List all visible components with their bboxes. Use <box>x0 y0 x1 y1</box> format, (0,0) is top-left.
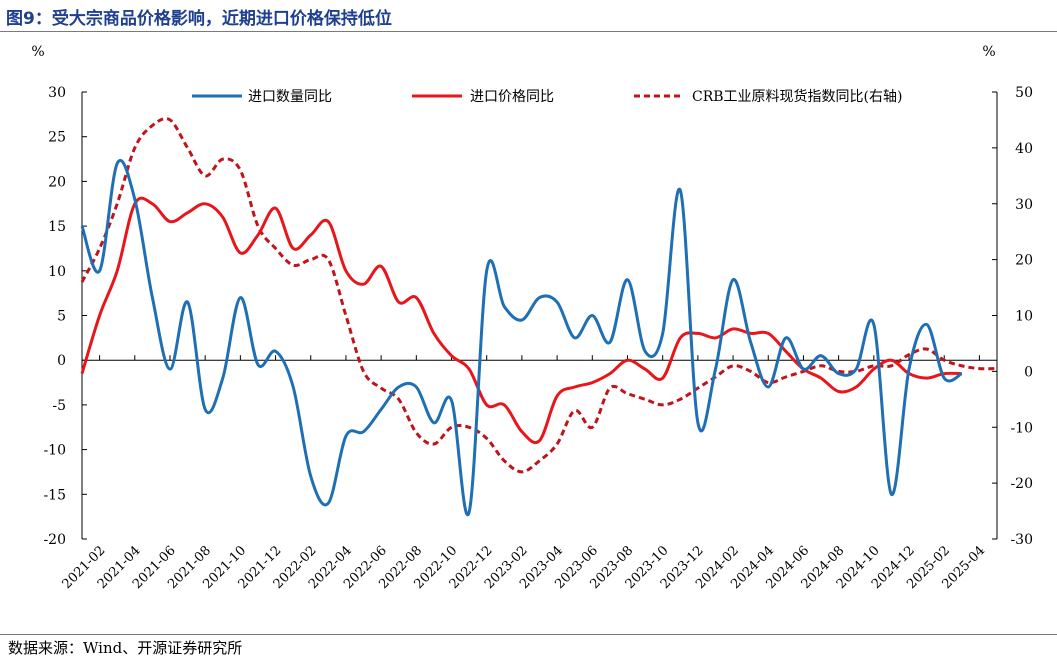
y-left-tick-label: 25 <box>48 130 66 146</box>
y-left-tick-label: -10 <box>43 443 66 459</box>
y-left-tick-label: 0 <box>57 353 66 369</box>
y-left-tick-label: 20 <box>48 174 66 190</box>
chart-canvas: % % -20 -15 -10 -5 0 5 10 15 20 25 30 -30 -20 -10 0 10 20 3… <box>31 44 1033 592</box>
source-note: 数据来源：Wind、开源证券研究所 <box>8 639 243 657</box>
y-left-tick-label: 5 <box>57 309 66 325</box>
chart-title: 图9：受大宗商品价格影响，近期进口价格保持低位 <box>6 9 392 29</box>
y-left-tick-label: -20 <box>43 532 66 548</box>
legend-label-3: CRB工业原料现货指数同比(右轴) <box>692 88 902 105</box>
y-right-tick-label: 0 <box>1024 364 1033 380</box>
y-right-tick-label: 30 <box>1015 197 1033 213</box>
series-line-3 <box>80 117 998 474</box>
source-rule <box>0 634 1057 635</box>
y-right-tick-label: 50 <box>1015 85 1033 101</box>
y-right-tick-label: -30 <box>1010 532 1033 548</box>
y-left-tick-label: 15 <box>48 219 66 235</box>
series-line-2 <box>80 196 962 445</box>
legend-label-2: 进口价格同比 <box>470 89 554 105</box>
series-line-1 <box>80 159 963 517</box>
y-left-tick-label: -5 <box>52 398 66 414</box>
left-unit-label: % <box>31 44 44 60</box>
title-rule <box>0 31 1057 32</box>
y-left-tick-label: -15 <box>43 487 66 503</box>
y-right-tick-label: -20 <box>1010 476 1033 492</box>
y-left-tick-label: 10 <box>48 264 66 280</box>
y-right-tick-label: 10 <box>1015 309 1033 325</box>
y-right-tick-label: 20 <box>1015 253 1033 269</box>
y-right-tick-label: -10 <box>1010 420 1033 436</box>
right-unit-label: % <box>982 44 995 60</box>
legend-label-1: 进口数量同比 <box>248 89 332 105</box>
y-right-tick-label: 40 <box>1015 141 1033 157</box>
y-left-tick-label: 30 <box>48 85 66 101</box>
